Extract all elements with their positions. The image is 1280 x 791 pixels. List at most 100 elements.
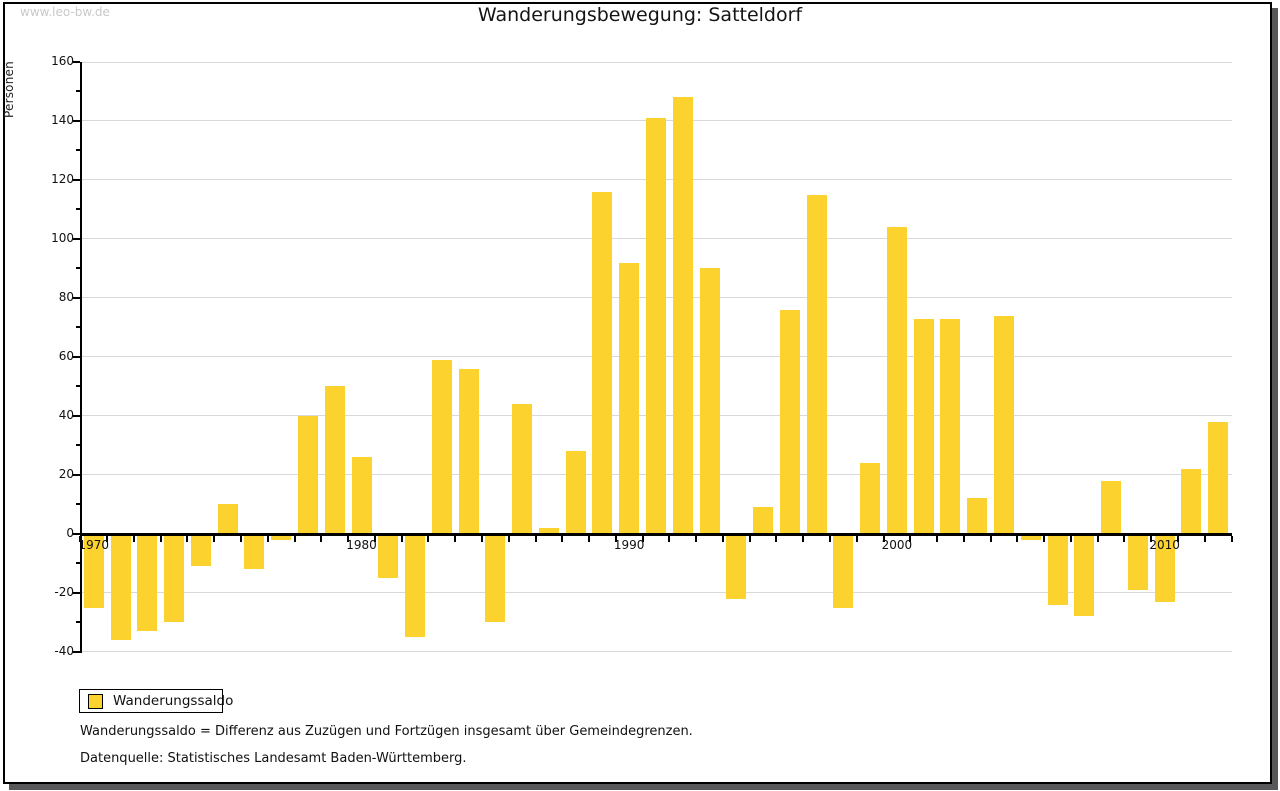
bar-1994 (726, 533, 747, 599)
bar-1993 (699, 268, 720, 534)
y-axis-major-tick (73, 650, 80, 653)
y-tick-label--20: -20 (54, 584, 74, 599)
x-axis-tick (427, 535, 430, 542)
bar-1976 (244, 533, 265, 570)
x-axis-tick (828, 535, 831, 542)
plot-area: 160 140 120 100 80 60 40 20 0 -20 -40 1970 1980 1990 2… (51, 54, 1233, 658)
x-axis-tick (240, 535, 243, 542)
x-axis-tick (855, 535, 858, 542)
x-axis-tick (1096, 535, 1099, 542)
x-axis-tick (1203, 535, 1206, 542)
bar-2000 (886, 227, 907, 534)
x-axis-tick (721, 535, 724, 542)
bar-1981 (378, 533, 399, 579)
y-axis-minor-tick (76, 267, 80, 270)
x-axis-tick (1069, 535, 1072, 542)
bar-2008 (1101, 480, 1122, 534)
x-axis-tick (79, 535, 82, 542)
bar-1979 (324, 386, 345, 534)
y-axis-major-tick (73, 178, 80, 181)
bar-2011 (1181, 468, 1202, 534)
x-axis-tick (132, 535, 135, 542)
y-axis-major-tick (73, 532, 80, 535)
y-axis-minor-tick (76, 444, 80, 447)
bar-1978 (297, 415, 318, 534)
y-tick-label-0: 0 (66, 525, 74, 540)
x-axis-tick (454, 535, 457, 542)
x-axis-tick (507, 535, 510, 542)
bar-1991 (645, 118, 666, 534)
gridline--20 (80, 592, 1232, 594)
bar-2007 (1074, 533, 1095, 617)
x-axis-tick (882, 535, 885, 542)
x-tick-label-1980: 1980 (346, 537, 377, 552)
y-axis-minor-tick (76, 90, 80, 93)
legend: Wanderungssaldo (79, 689, 233, 713)
x-tick-label-2010: 2010 (1149, 537, 1180, 552)
x-axis-tick (534, 535, 537, 542)
bar-2001 (913, 318, 934, 534)
y-tick-label-60: 60 (58, 348, 74, 363)
y-axis-major-tick (73, 61, 80, 63)
bar-1983 (431, 359, 452, 534)
x-axis-tick (213, 535, 216, 542)
bar-2003 (967, 498, 988, 534)
x-axis-tick (588, 535, 591, 542)
bar-1996 (779, 309, 800, 534)
bar-1986 (512, 404, 533, 534)
bar-2002 (940, 318, 961, 534)
x-axis-tick (159, 535, 162, 542)
chart-title: Wanderungsbewegung: Satteldorf (477, 4, 803, 26)
bar-1973 (164, 533, 185, 623)
y-axis-major-tick (73, 355, 80, 358)
y-axis-minor-tick (76, 208, 80, 211)
bar-1974 (190, 533, 211, 567)
bar-1977 (271, 533, 292, 540)
y-axis-major-tick (73, 119, 80, 122)
x-axis-tick (186, 535, 189, 542)
y-tick-label-80: 80 (58, 289, 74, 304)
x-axis-tick (668, 535, 671, 542)
x-axis-tick (802, 535, 805, 542)
bar-1992 (672, 97, 693, 534)
bar-1989 (592, 191, 613, 534)
bar-2004 (993, 315, 1014, 534)
x-axis-tick (614, 535, 617, 542)
x-axis-tick (775, 535, 778, 542)
bar-1982 (405, 533, 426, 637)
bar-1980 (351, 457, 372, 534)
x-axis-tick (1123, 535, 1126, 542)
legend-label: Wanderungssaldo (113, 693, 234, 709)
x-axis-tick (293, 535, 296, 542)
x-axis-tick (989, 535, 992, 542)
y-tick-label-140: 140 (51, 112, 74, 127)
bar-1985 (485, 533, 506, 623)
y-axis-title: Personen (2, 61, 16, 118)
y-tick-label--40: -40 (54, 643, 74, 658)
bar-1975 (217, 504, 238, 534)
x-axis-tick (320, 535, 323, 542)
x-axis-tick (1176, 535, 1179, 542)
bar-1990 (619, 262, 640, 534)
legend-swatch (88, 693, 103, 709)
bar-1999 (860, 463, 881, 534)
x-tick-label-1990: 1990 (613, 537, 645, 552)
x-axis-tick (1230, 535, 1233, 542)
x-axis-tick (748, 535, 751, 542)
y-tick-label-120: 120 (51, 171, 74, 186)
x-axis-tick (480, 535, 483, 542)
bar-2010 (1154, 533, 1175, 602)
x-axis-tick (400, 535, 403, 542)
bar-2005 (1020, 533, 1041, 540)
x-axis-tick (695, 535, 698, 542)
bar-1984 (458, 368, 479, 534)
x-axis-tick (347, 535, 350, 542)
bar-1997 (806, 194, 827, 534)
x-tick-label-2000: 2000 (881, 537, 913, 552)
x-axis-tick (962, 535, 965, 542)
x-tick-label-1970: 1970 (78, 537, 110, 552)
y-axis-minor-tick (76, 149, 80, 152)
bar-1970 (83, 533, 104, 608)
y-axis-major-tick (73, 296, 80, 299)
